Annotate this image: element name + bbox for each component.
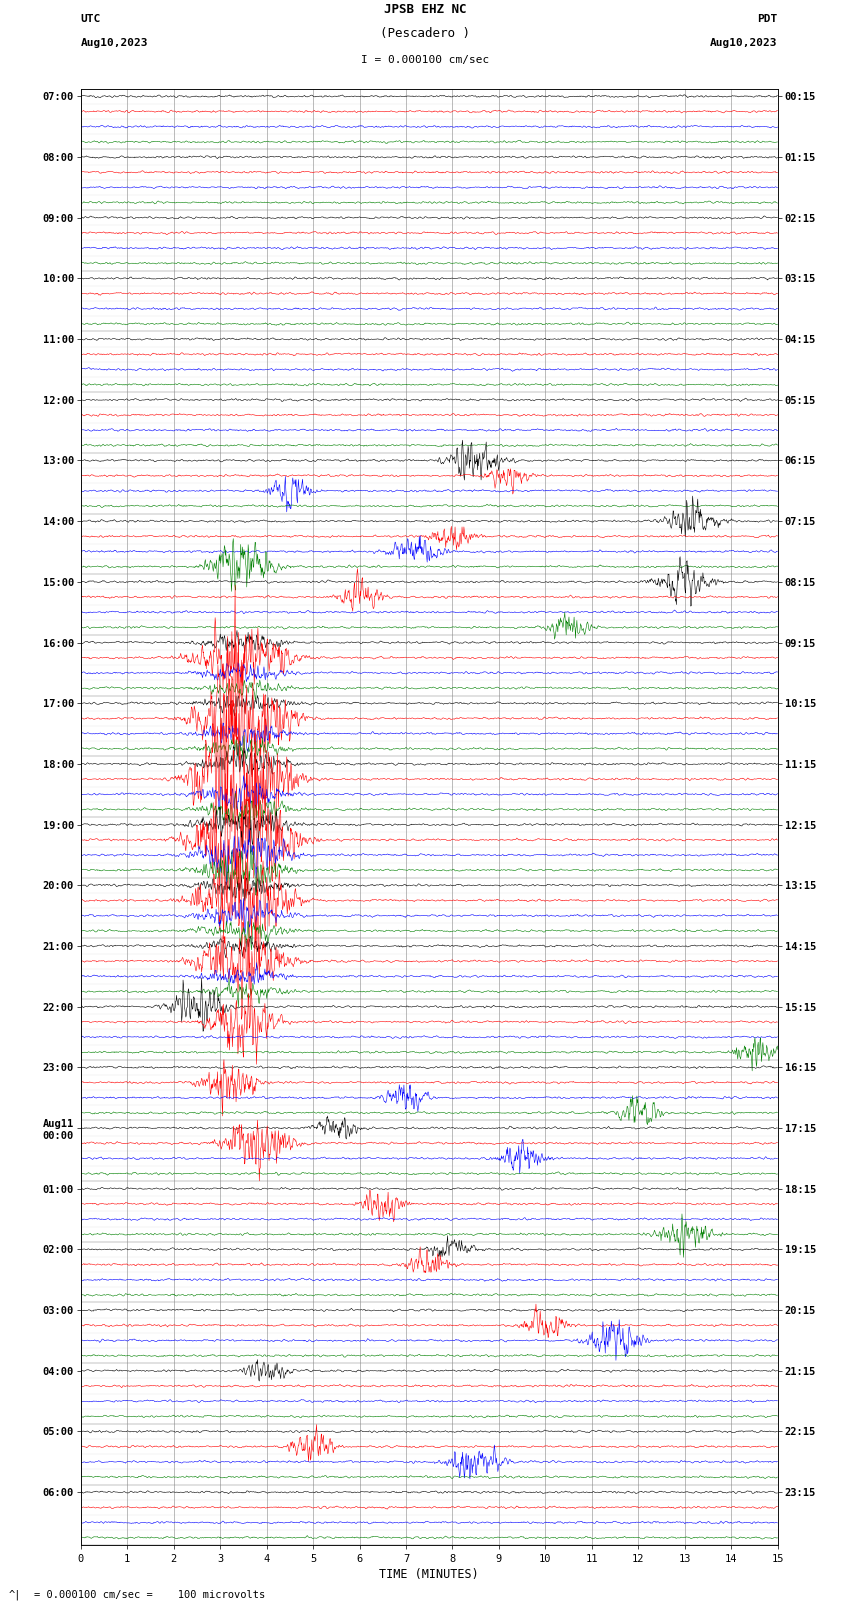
Text: I = 0.000100 cm/sec: I = 0.000100 cm/sec (361, 55, 489, 65)
Text: UTC: UTC (81, 15, 101, 24)
Text: PDT: PDT (757, 15, 778, 24)
Text: = 0.000100 cm/sec =    100 microvolts: = 0.000100 cm/sec = 100 microvolts (34, 1590, 265, 1600)
Text: JPSB EHZ NC: JPSB EHZ NC (383, 3, 467, 16)
Text: Aug10,2023: Aug10,2023 (711, 39, 778, 48)
Text: ^|: ^| (8, 1589, 21, 1600)
Text: (Pescadero ): (Pescadero ) (380, 27, 470, 40)
X-axis label: TIME (MINUTES): TIME (MINUTES) (379, 1568, 479, 1581)
Text: Aug10,2023: Aug10,2023 (81, 39, 148, 48)
